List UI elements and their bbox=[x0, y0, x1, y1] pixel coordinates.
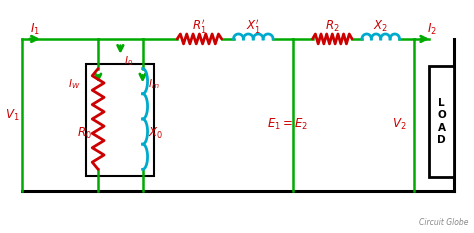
Text: $I_0$: $I_0$ bbox=[124, 54, 134, 68]
Text: Circuit Globe: Circuit Globe bbox=[419, 218, 469, 227]
Text: $V_2$: $V_2$ bbox=[392, 117, 406, 132]
Text: $I_2$: $I_2$ bbox=[427, 21, 437, 37]
Text: $X_2$: $X_2$ bbox=[373, 19, 388, 34]
Bar bbox=[429, 66, 454, 177]
Text: $X_0$: $X_0$ bbox=[148, 126, 163, 141]
Bar bbox=[86, 64, 155, 176]
Text: $R_0$: $R_0$ bbox=[77, 126, 91, 141]
Text: $E_1 = E_2$: $E_1 = E_2$ bbox=[267, 117, 309, 132]
Text: $V_1$: $V_1$ bbox=[5, 107, 19, 123]
Text: $R_1'$: $R_1'$ bbox=[192, 17, 207, 35]
Text: L
O
A
D: L O A D bbox=[437, 98, 446, 145]
Text: $I_1$: $I_1$ bbox=[30, 21, 40, 37]
Text: $I_m$: $I_m$ bbox=[147, 78, 159, 91]
Text: $X_1'$: $X_1'$ bbox=[246, 17, 261, 35]
Text: $R_2$: $R_2$ bbox=[325, 19, 339, 34]
Text: $I_W$: $I_W$ bbox=[68, 78, 81, 91]
